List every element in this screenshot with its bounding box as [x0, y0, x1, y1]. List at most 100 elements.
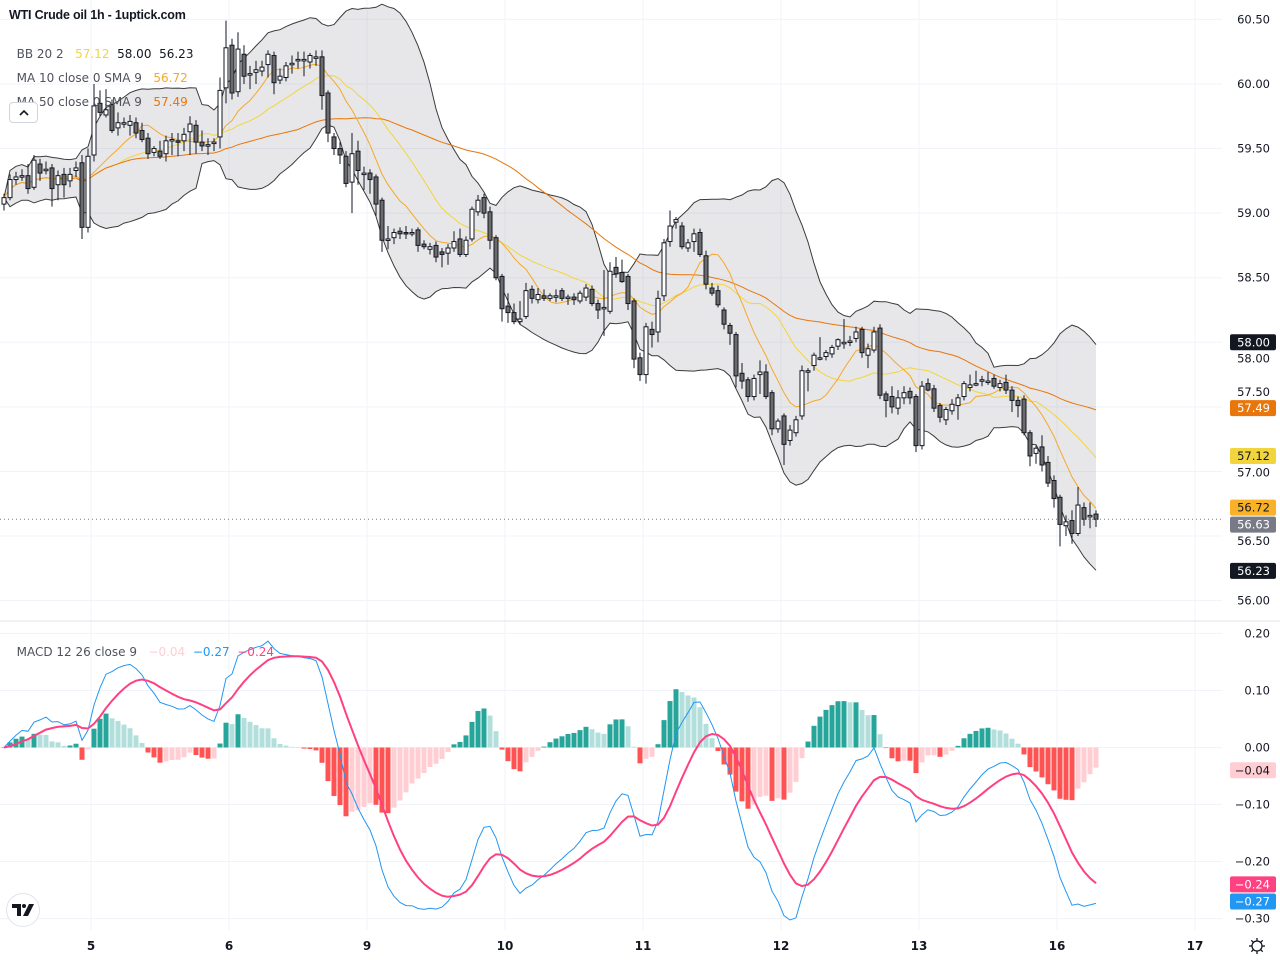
candle[interactable] — [451, 231, 457, 252]
candle[interactable] — [1, 193, 7, 211]
candle[interactable] — [325, 90, 331, 143]
candle[interactable] — [1057, 494, 1063, 547]
candle[interactable] — [397, 227, 403, 239]
candle[interactable] — [937, 403, 943, 423]
collapse-legend-button[interactable] — [9, 102, 38, 123]
candle[interactable] — [1033, 445, 1039, 464]
candle[interactable] — [763, 364, 769, 400]
candle[interactable] — [727, 322, 733, 345]
candle[interactable] — [97, 90, 103, 117]
candle[interactable] — [1087, 502, 1093, 529]
candle[interactable] — [61, 167, 67, 198]
candle[interactable] — [655, 290, 661, 343]
candle[interactable] — [1021, 395, 1027, 436]
candle[interactable] — [541, 289, 547, 301]
candle[interactable] — [751, 374, 757, 401]
candle[interactable] — [1015, 396, 1021, 418]
candle[interactable] — [847, 335, 853, 347]
candle[interactable] — [835, 338, 841, 351]
candle[interactable] — [163, 135, 169, 162]
candle[interactable] — [625, 273, 631, 310]
candle[interactable] — [415, 227, 421, 252]
candle[interactable] — [1045, 455, 1051, 487]
candle[interactable] — [247, 65, 253, 90]
candle[interactable] — [223, 20, 229, 104]
candle[interactable] — [493, 235, 499, 281]
candle[interactable] — [535, 288, 541, 304]
candle[interactable] — [259, 60, 265, 77]
candle[interactable] — [631, 298, 637, 369]
candle[interactable] — [607, 262, 613, 314]
candle[interactable] — [79, 155, 85, 239]
legend-ma10[interactable]: MA 10 close 0 SMA 9 56.72 — [9, 57, 188, 85]
candle[interactable] — [619, 259, 625, 283]
candle[interactable] — [7, 174, 13, 201]
candle[interactable] — [523, 282, 529, 320]
candle[interactable] — [961, 381, 967, 401]
candle[interactable] — [787, 424, 793, 446]
candle[interactable] — [127, 114, 133, 136]
candle[interactable] — [739, 362, 745, 389]
candle[interactable] — [115, 112, 121, 136]
candle[interactable] — [685, 238, 691, 252]
candle[interactable] — [1069, 510, 1075, 544]
candle[interactable] — [565, 294, 571, 305]
candle[interactable] — [823, 350, 829, 361]
candle[interactable] — [691, 228, 697, 252]
candle[interactable] — [733, 331, 739, 388]
candle[interactable] — [193, 120, 199, 154]
candle[interactable] — [559, 288, 565, 301]
price-pane[interactable] — [0, 3, 1222, 571]
candle[interactable] — [817, 337, 823, 361]
candle[interactable] — [613, 257, 619, 278]
candle[interactable] — [133, 117, 139, 139]
candle[interactable] — [439, 248, 445, 268]
legend-bb[interactable]: BB 20 2 57.12 58.00 56.23 — [9, 33, 194, 61]
candle[interactable] — [289, 55, 295, 74]
candle[interactable] — [943, 406, 949, 425]
candle[interactable] — [421, 240, 427, 250]
candle[interactable] — [889, 386, 895, 414]
candle[interactable] — [85, 148, 91, 233]
candle[interactable] — [1063, 515, 1069, 537]
candle[interactable] — [901, 386, 907, 405]
candle[interactable] — [595, 299, 601, 320]
candle[interactable] — [907, 387, 913, 405]
candle[interactable] — [331, 133, 337, 155]
candle[interactable] — [355, 140, 361, 185]
candle[interactable] — [679, 222, 685, 250]
candle[interactable] — [517, 300, 523, 325]
candle[interactable] — [715, 285, 721, 308]
candle[interactable] — [1027, 430, 1033, 467]
candle[interactable] — [409, 228, 415, 237]
candle[interactable] — [175, 133, 181, 157]
candle[interactable] — [313, 50, 319, 66]
candle[interactable] — [853, 326, 859, 343]
candle[interactable] — [997, 379, 1003, 392]
candle[interactable] — [871, 326, 877, 353]
candle[interactable] — [337, 142, 343, 165]
candle[interactable] — [781, 413, 787, 465]
candle[interactable] — [433, 241, 439, 263]
candle[interactable] — [205, 138, 211, 155]
gear-icon[interactable] — [1248, 937, 1266, 955]
candle[interactable] — [37, 158, 43, 181]
candle[interactable] — [469, 206, 475, 242]
candle[interactable] — [1039, 435, 1045, 472]
candle[interactable] — [217, 77, 223, 149]
candle[interactable] — [547, 293, 553, 301]
candle[interactable] — [427, 242, 433, 255]
candle[interactable] — [475, 195, 481, 216]
legend-macd[interactable]: MACD 12 26 close 9 −0.04 −0.27 −0.24 — [9, 631, 274, 659]
candle[interactable] — [955, 393, 961, 420]
candle[interactable] — [487, 206, 493, 250]
candle[interactable] — [319, 50, 325, 110]
candle[interactable] — [391, 228, 397, 245]
candle[interactable] — [979, 375, 985, 387]
candle[interactable] — [139, 122, 145, 143]
candle[interactable] — [703, 250, 709, 290]
candle[interactable] — [799, 365, 805, 420]
candle[interactable] — [829, 344, 835, 358]
candle[interactable] — [187, 116, 193, 155]
candle[interactable] — [553, 289, 559, 303]
